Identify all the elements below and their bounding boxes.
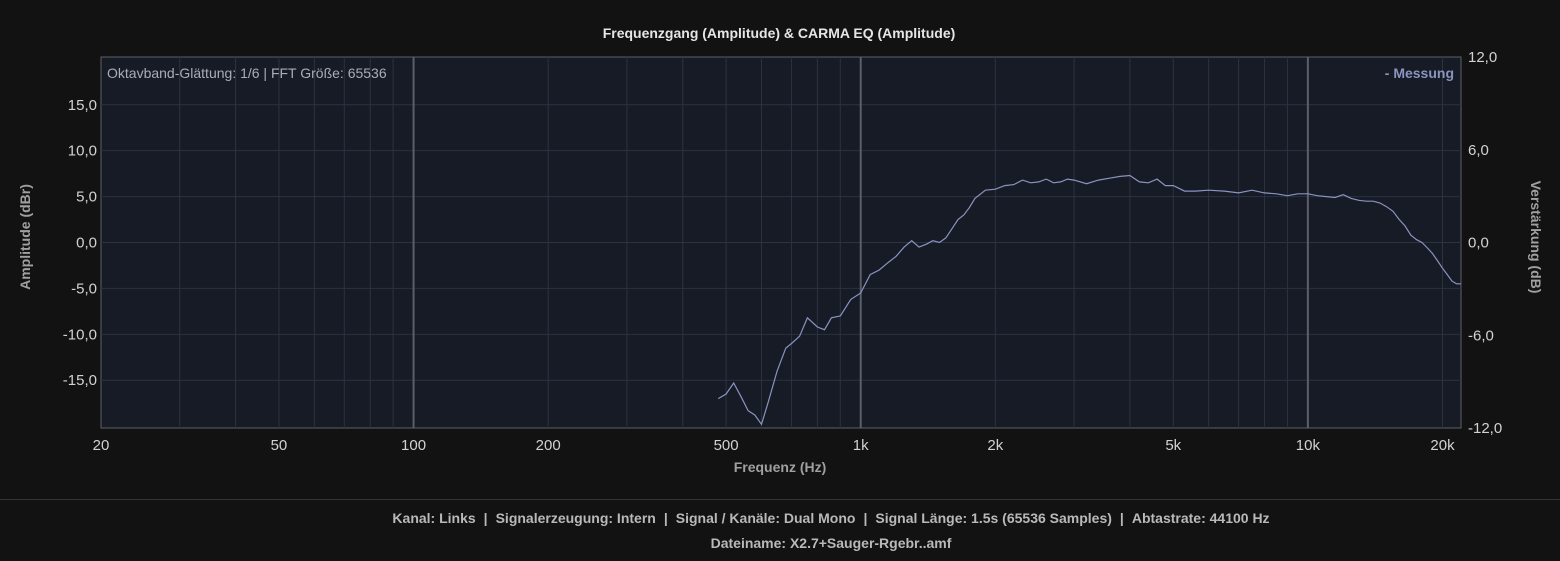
chart-title: Frequenzgang (Amplitude) & CARMA EQ (Amp… — [603, 25, 956, 41]
footer-info-line: Kanal: Links | Signalerzeugung: Intern | Sig… — [0, 510, 1560, 526]
major-grid — [412, 57, 1309, 428]
x-tick-label: 200 — [536, 437, 561, 454]
y2-axis-label: Verstärkung (dB) — [1528, 181, 1544, 294]
x-tick-label: 500 — [714, 437, 739, 454]
y-tick-label: 0,0 — [76, 235, 97, 252]
y2-tick-label: -6,0 — [1468, 327, 1494, 344]
series-layer — [717, 174, 1461, 426]
y2-tick-label: 0,0 — [1468, 235, 1489, 252]
x-tick-label: 10k — [1296, 437, 1321, 454]
footer-signal-laenge: Signal Länge: 1.5s (65536 Samples) — [875, 510, 1112, 526]
smoothing-annotation: Oktavband-Glättung: 1/6 | FFT Größe: 655… — [107, 65, 387, 81]
y-tick-label: 5,0 — [76, 189, 97, 206]
minor-grid — [101, 57, 1461, 428]
footer-separator: | — [483, 510, 488, 526]
x-axis-ticks: 20 50 100 200 500 1k 2k 5k 10k 20k — [93, 437, 1455, 454]
frequency-response-chart: Frequenzgang (Amplitude) & CARMA EQ (Amp… — [17, 25, 1544, 475]
footer-separator: | — [663, 510, 668, 526]
x-tick-label: 50 — [271, 437, 288, 454]
y-axis-ticks: 15,0 10,0 5,0 0,0 -5,0 -10,0 -15,0 — [63, 97, 97, 389]
footer-dateiname: Dateiname: X2.7+Sauger-Rgebr..amf — [710, 535, 952, 551]
x-tick-label: 2k — [987, 437, 1003, 454]
legend-item-messung[interactable]: - Messung — [1385, 65, 1454, 81]
x-tick-label: 1k — [853, 437, 869, 454]
x-tick-label: 20k — [1430, 437, 1455, 454]
y-tick-label: -5,0 — [71, 280, 97, 297]
x-axis-label: Frequenz (Hz) — [734, 459, 827, 475]
y-tick-label: -10,0 — [63, 326, 97, 343]
series-line-messung — [717, 174, 1461, 426]
footer-separator: | — [863, 510, 868, 526]
y2-tick-label: 6,0 — [1468, 142, 1489, 159]
x-tick-label: 100 — [401, 437, 426, 454]
footer-divider — [0, 499, 1560, 500]
y2-tick-label: 12,0 — [1468, 49, 1497, 66]
y-axis-label: Amplitude (dBr) — [17, 184, 33, 290]
x-tick-label: 20 — [93, 437, 110, 454]
footer-signal-kanaele: Signal / Kanäle: Dual Mono — [675, 510, 856, 526]
footer-signalerzeugung: Signalerzeugung: Intern — [495, 510, 656, 526]
y2-axis-ticks: 12,0 6,0 0,0 -6,0 -12,0 — [1468, 49, 1502, 437]
y-tick-label: 15,0 — [68, 97, 97, 114]
y2-tick-label: -12,0 — [1468, 420, 1502, 437]
footer-kanal: Kanal: Links — [392, 510, 476, 526]
y-tick-label: -15,0 — [63, 372, 97, 389]
footer-abtastrate: Abtastrate: 44100 Hz — [1131, 510, 1270, 526]
x-tick-label: 5k — [1165, 437, 1181, 454]
y-tick-label: 10,0 — [68, 143, 97, 160]
footer-filename-line: Dateiname: X2.7+Sauger-Rgebr..amf — [0, 535, 1560, 551]
footer-separator: | — [1119, 510, 1124, 526]
